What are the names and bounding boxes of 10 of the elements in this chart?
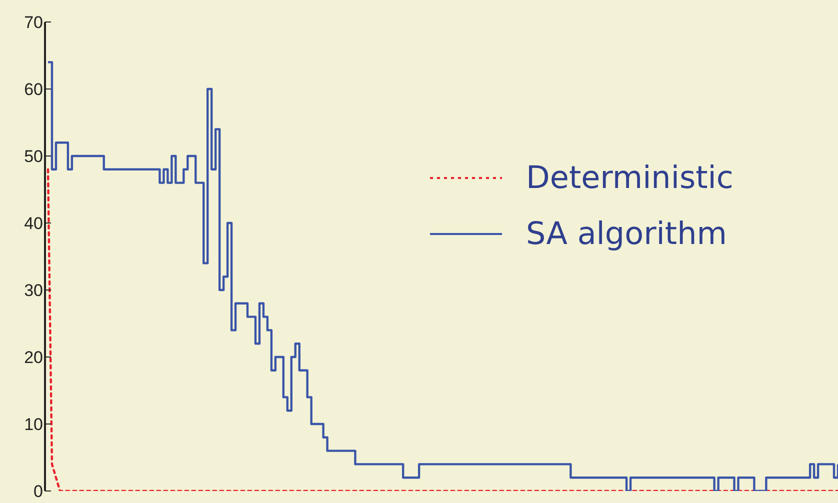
y-tick-label: 50 (24, 147, 43, 166)
y-tick-label: 70 (24, 13, 43, 32)
legend-label: SA algorithm (526, 216, 727, 252)
y-tick-label: 40 (24, 214, 43, 234)
y-tick-label: 20 (24, 348, 43, 368)
legend-label: Deterministic (526, 160, 734, 196)
y-tick-label: 0 (34, 482, 43, 502)
y-tick-label: 60 (24, 80, 43, 100)
y-tick-label: 30 (24, 281, 43, 300)
y-tick-label: 10 (24, 415, 43, 434)
